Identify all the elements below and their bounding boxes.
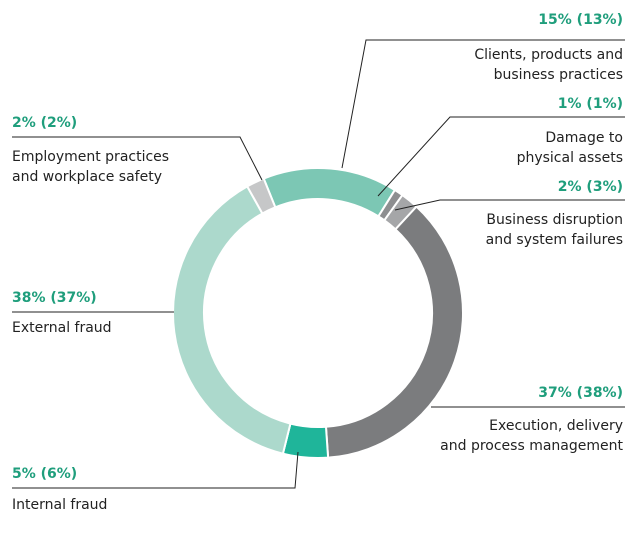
- category-label: Employment practices: [12, 149, 169, 165]
- donut-segment: [324, 205, 464, 459]
- category-label: Clients, products and: [474, 47, 623, 63]
- donut-segment: [172, 185, 292, 455]
- value-label: 15% (13%): [538, 12, 623, 28]
- value-label: 37% (38%): [538, 385, 623, 401]
- value-label: 2% (3%): [558, 179, 623, 195]
- category-label: and system failures: [486, 232, 623, 248]
- donut-segment: [245, 177, 277, 215]
- leader-line: [377, 116, 625, 197]
- category-label: Internal fraud: [12, 497, 107, 513]
- value-label: 1% (1%): [558, 96, 623, 112]
- category-label: business practices: [494, 67, 623, 83]
- donut-segment: [262, 167, 397, 218]
- category-label: Business disruption: [486, 212, 623, 228]
- leader-line: [12, 136, 263, 181]
- category-label: Execution, delivery: [489, 418, 623, 434]
- leader-line: [12, 451, 299, 489]
- category-label: and process management: [440, 438, 623, 454]
- category-label: External fraud: [12, 320, 112, 336]
- category-label: physical assets: [517, 150, 623, 166]
- category-label: and workplace safety: [12, 169, 162, 185]
- value-label: 5% (6%): [12, 466, 77, 482]
- category-label: Damage to: [545, 130, 623, 146]
- leader-line: [394, 199, 625, 211]
- leader-line: [341, 39, 625, 169]
- value-label: 38% (37%): [12, 290, 97, 306]
- value-label: 2% (2%): [12, 115, 77, 131]
